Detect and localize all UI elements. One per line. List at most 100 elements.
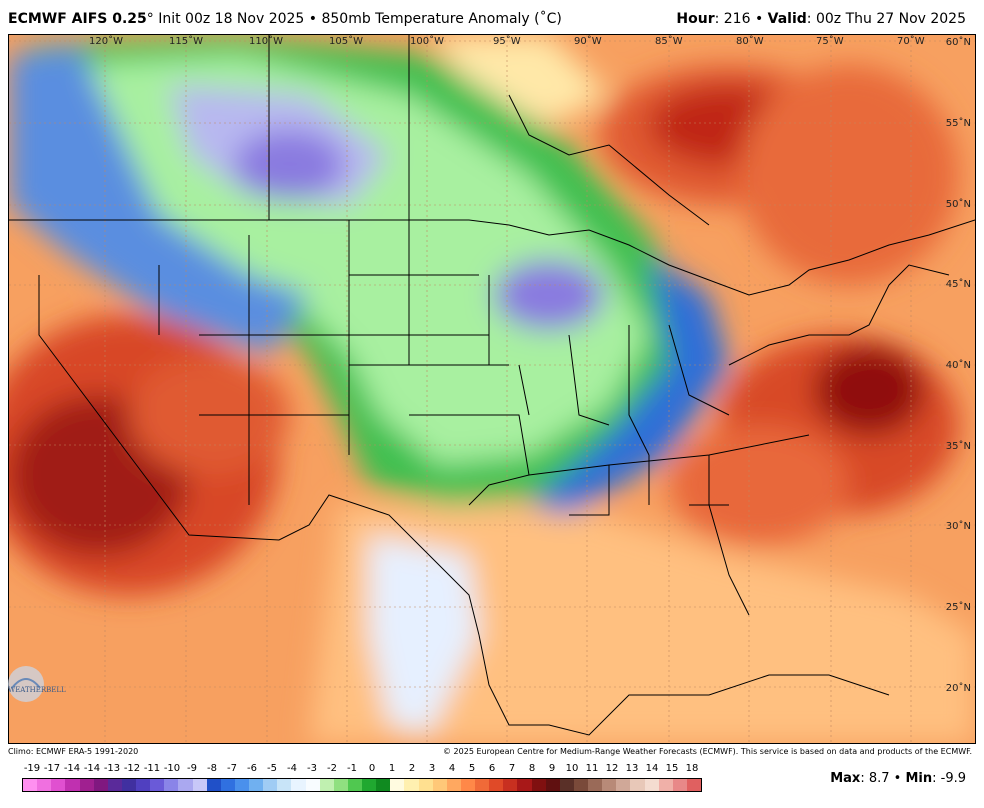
colorbar-swatch xyxy=(446,779,461,791)
colorbar-swatch xyxy=(37,779,52,791)
hour-label: Hour xyxy=(676,11,715,27)
colorbar-swatch xyxy=(150,779,165,791)
colorbar-tick: -3 xyxy=(307,763,317,774)
lon-label: 115˚W xyxy=(169,35,203,47)
min-label: Min xyxy=(905,771,933,786)
political-borders xyxy=(9,35,975,736)
colorbar-tick: 13 xyxy=(625,763,639,774)
colorbar-swatch xyxy=(630,779,645,791)
colorbar-swatch xyxy=(475,779,490,791)
lon-label: 70˚W xyxy=(897,35,925,47)
colorbar-swatch xyxy=(65,779,80,791)
lon-label: 95˚W xyxy=(493,35,521,47)
colorbar-swatch xyxy=(616,779,631,791)
init-info: Init 00z 18 Nov 2025 • 850mb Temperature… xyxy=(153,11,540,27)
colorbar-tick: 12 xyxy=(605,763,619,774)
colorbar-tick: -11 xyxy=(143,763,161,774)
colorbar-tick: 6 xyxy=(488,763,496,774)
climo-note: Climo: ECMWF ERA-5 1991-2020 xyxy=(8,747,139,756)
valid-value: : 00z Thu 27 Nov 2025 xyxy=(806,11,966,27)
colorbar-tick: -2 xyxy=(327,763,337,774)
lat-labels: 60˚N 55˚N 50˚N 45˚N 40˚N 35˚N 30˚N 25˚N … xyxy=(946,36,971,694)
colorbar-swatch xyxy=(559,779,574,791)
colorbar-swatch xyxy=(220,779,235,791)
lon-label: 85˚W xyxy=(655,35,683,47)
colorbar-swatch xyxy=(93,779,108,791)
colorbar-tick: -14 xyxy=(83,763,101,774)
lat-label: 20˚N xyxy=(946,682,971,694)
colorbar-tick: 7 xyxy=(508,763,516,774)
colorbar-tick: 2 xyxy=(408,763,416,774)
colorbar-tick: -14 xyxy=(63,763,81,774)
colorbar-tick: 0 xyxy=(368,763,376,774)
colorbar-swatch xyxy=(136,779,151,791)
colorbar-tick: -13 xyxy=(103,763,121,774)
colorbar-swatch xyxy=(418,779,433,791)
model-name: ECMWF AIFS 0.25 xyxy=(8,11,147,27)
colorbar-swatch xyxy=(23,779,38,791)
colorbar-tick: -9 xyxy=(187,763,197,774)
colorbar-swatch xyxy=(107,779,122,791)
lon-label: 80˚W xyxy=(736,35,764,47)
colorbar-tick: 9 xyxy=(548,763,556,774)
colorbar-tick: -19 xyxy=(23,763,41,774)
colorbar-tick: -5 xyxy=(267,763,277,774)
max-label: Max xyxy=(830,771,861,786)
colorbar-tick: 15 xyxy=(665,763,679,774)
colorbar-swatch xyxy=(432,779,447,791)
colorbar-swatches xyxy=(22,778,702,792)
header: ECMWF AIFS 0.25° Init 00z 18 Nov 2025 • … xyxy=(0,0,984,34)
colorbar-swatch xyxy=(319,779,334,791)
logo-icon: WEATHERBELL xyxy=(8,666,66,702)
colorbar-swatch xyxy=(404,779,419,791)
colorbar-tick: -6 xyxy=(247,763,257,774)
degree-symbol: ° xyxy=(146,11,154,27)
colorbar-swatch xyxy=(333,779,348,791)
colorbar-tick: -7 xyxy=(227,763,237,774)
lat-label: 45˚N xyxy=(946,278,971,290)
valid-label: Valid xyxy=(767,11,807,27)
lon-label: 110˚W xyxy=(249,35,283,47)
lat-label: 40˚N xyxy=(946,359,971,371)
colorbar-tick: 8 xyxy=(528,763,536,774)
colorbar-tick: 11 xyxy=(585,763,599,774)
colorbar-tick: -4 xyxy=(287,763,297,774)
valid-time: Hour: 216 • Valid: 00z Thu 27 Nov 2025 xyxy=(676,11,966,27)
lon-label: 120˚W xyxy=(89,35,123,47)
colorbar-swatch xyxy=(658,779,673,791)
colorbar-tick: 18 xyxy=(685,763,699,774)
colorbar-swatch xyxy=(277,779,292,791)
colorbar-tick: 5 xyxy=(468,763,476,774)
colorbar-tick: -17 xyxy=(43,763,61,774)
copyright-note: © 2025 European Centre for Medium-Range … xyxy=(443,747,972,756)
colorbar-swatch xyxy=(178,779,193,791)
colorbar-swatch xyxy=(79,779,94,791)
map-canvas: 120˚W 115˚W 110˚W 105˚W 100˚W 95˚W 90˚W … xyxy=(9,35,975,743)
max-min: Max: 8.7 • Min: -9.9 xyxy=(830,771,966,786)
colorbar-swatch xyxy=(686,779,701,791)
min-value: : -9.9 xyxy=(932,771,966,786)
graticule xyxy=(9,35,975,743)
colorbar-swatch xyxy=(390,779,405,791)
lat-label: 25˚N xyxy=(946,601,971,613)
unit-label: ˚C) xyxy=(539,11,562,27)
colorbar-swatch xyxy=(376,779,391,791)
colorbar-swatch xyxy=(263,779,278,791)
colorbar-swatch xyxy=(460,779,475,791)
weatherbell-logo: WEATHERBELL xyxy=(6,664,66,712)
colorbar-swatch xyxy=(362,779,377,791)
colorbar-tick: -10 xyxy=(163,763,181,774)
colorbar-tick: 3 xyxy=(428,763,436,774)
colorbar-swatch xyxy=(51,779,66,791)
colorbar-swatch xyxy=(305,779,320,791)
colorbar-swatch xyxy=(291,779,306,791)
colorbar-swatch xyxy=(489,779,504,791)
colorbar-tick: 14 xyxy=(645,763,659,774)
colorbar-swatch xyxy=(206,779,221,791)
footer: Climo: ECMWF ERA-5 1991-2020 © 2025 Euro… xyxy=(0,744,984,808)
colorbar-swatch xyxy=(602,779,617,791)
colorbar-swatch xyxy=(588,779,603,791)
map-title: ECMWF AIFS 0.25° Init 00z 18 Nov 2025 • … xyxy=(8,11,562,27)
lon-label: 105˚W xyxy=(329,35,363,47)
lat-label: 55˚N xyxy=(946,117,971,129)
